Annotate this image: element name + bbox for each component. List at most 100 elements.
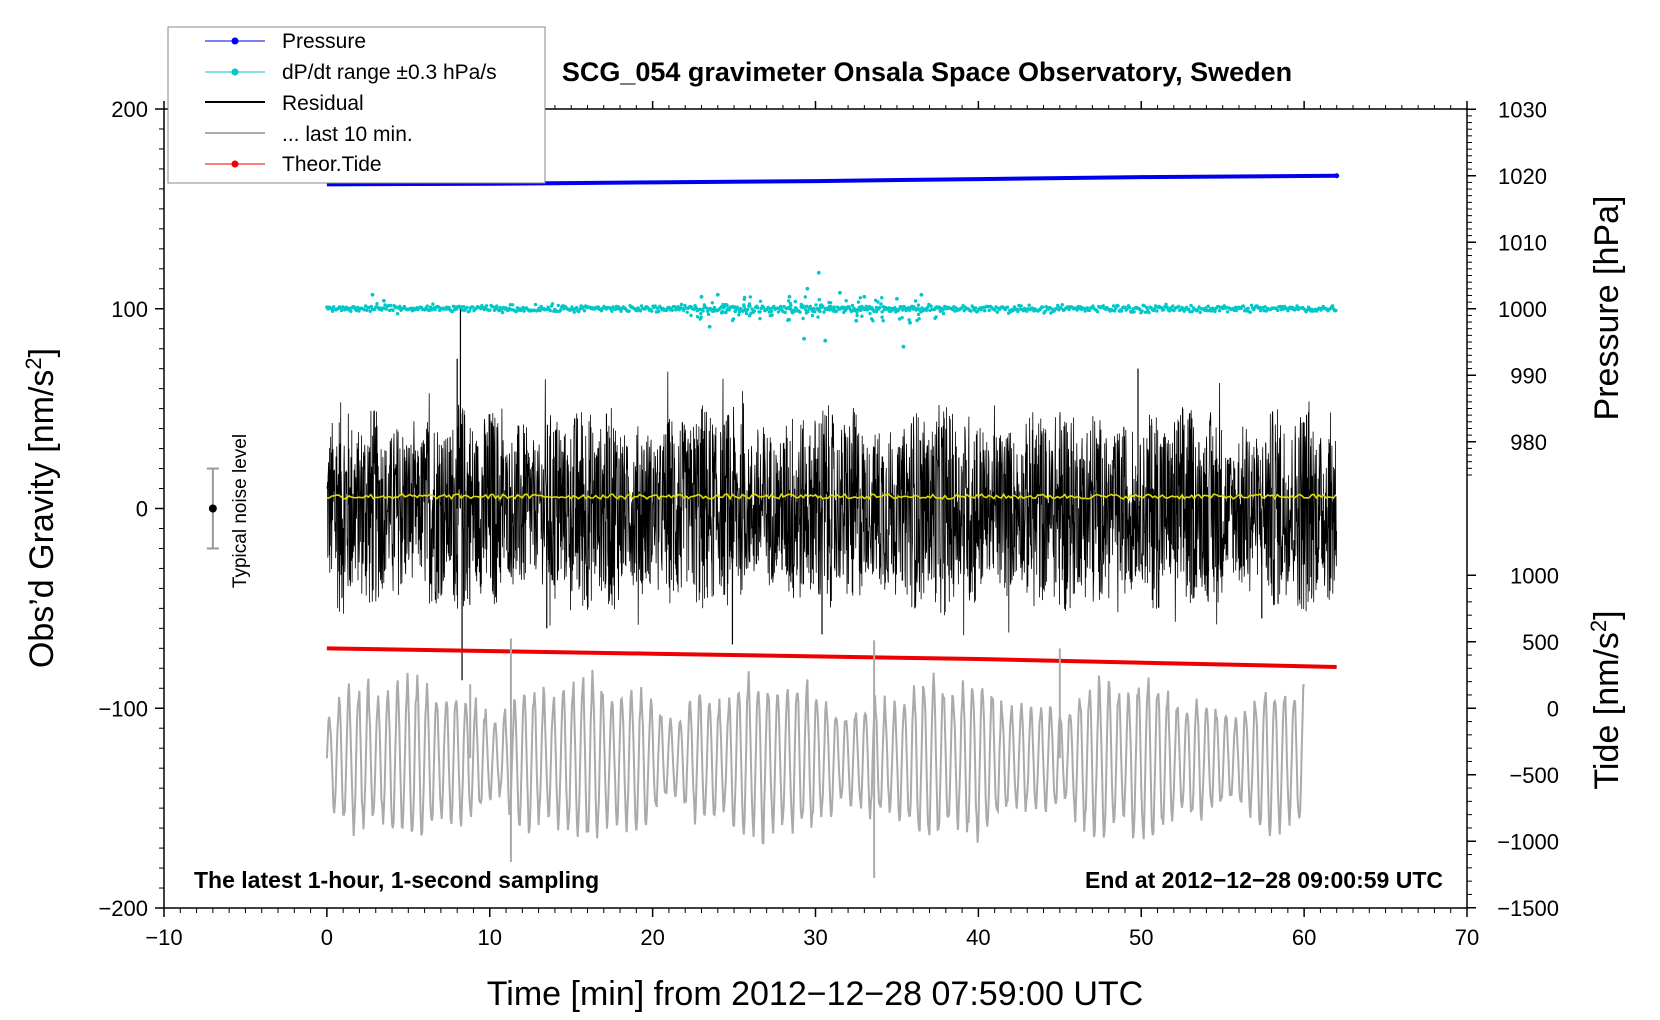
dpdt-outlier (707, 324, 712, 329)
dpdt-point (1204, 306, 1208, 310)
dpdt-point (1005, 305, 1010, 309)
residual-smoothed-line (326, 492, 1337, 501)
dpdt-point (702, 303, 707, 307)
tide-tick-label: 500 (1522, 630, 1559, 655)
dpdt-point (1295, 304, 1299, 308)
dpdt-point (670, 308, 674, 312)
dpdt-point (430, 308, 434, 312)
dpdt-point (488, 308, 492, 312)
dpdt-point (1263, 305, 1267, 309)
dpdt-point (962, 308, 966, 313)
dpdt-point (1144, 305, 1149, 310)
x-tick-label: 0 (321, 925, 333, 950)
dpdt-point (1056, 303, 1060, 308)
tide-tick-label: −1500 (1497, 896, 1559, 921)
dpdt-point (1330, 304, 1335, 308)
dpdt-point (900, 316, 904, 320)
x-tick-label: 50 (1129, 925, 1153, 950)
ticks-layer: −10 0 10 20 30 40 50 60 70−200−10001002009809901… (98, 97, 1559, 950)
dpdt-point (1225, 310, 1230, 314)
dpdt-point (689, 313, 693, 318)
x-tick-label: 70 (1455, 925, 1479, 950)
tide-axis-label-close: ] (1588, 610, 1626, 619)
dpdt-point (1140, 309, 1144, 313)
dpdt-point (805, 304, 809, 308)
dpdt-point (1114, 306, 1118, 310)
dpdt-point (819, 303, 824, 307)
dpdt-point (1113, 309, 1117, 313)
dpdt-point (855, 313, 859, 318)
x-axis-label: Time [min] from 2012−12−28 07:59:00 UTC (487, 975, 1143, 1013)
dpdt-outlier (816, 270, 821, 275)
legend-label-tide: Theor.Tide (282, 153, 382, 176)
dpdt-point (471, 305, 475, 309)
dpdt-point (511, 303, 515, 307)
pressure-axis-label: Pressure [hPa] (1588, 196, 1626, 421)
dpdt-point (803, 295, 807, 299)
dpdt-point (713, 309, 717, 313)
dpdt-point (1164, 302, 1168, 306)
dpdt-point (850, 303, 855, 308)
dpdt-point (349, 309, 353, 313)
dpdt-point (627, 309, 631, 313)
dpdt-point (776, 310, 781, 314)
dpdt-point (1041, 305, 1045, 309)
dpdt-outlier (787, 294, 792, 299)
y-tick-label: −200 (98, 896, 148, 921)
legend-label-residual: Residual (282, 92, 364, 115)
dpdt-point (368, 309, 372, 313)
dpdt-point (332, 305, 336, 309)
dpdt-point (788, 302, 793, 306)
dpdt-outlier (802, 336, 806, 341)
dpdt-point (384, 307, 388, 311)
legend-sample-dot (231, 37, 239, 45)
dpdt-point (1246, 306, 1250, 310)
legend-sample-dot (231, 160, 239, 168)
dpdt-point (730, 318, 735, 323)
dpdt-point (987, 308, 991, 313)
dpdt-point (431, 302, 435, 306)
dpdt-point (450, 309, 454, 314)
x-tick-label: 40 (966, 925, 990, 950)
dpdt-point (1147, 310, 1151, 315)
dpdt-point (1095, 310, 1100, 314)
dpdt-point (1189, 303, 1193, 308)
dpdt-point (801, 316, 805, 321)
dpdt-point (881, 319, 885, 323)
dpdt-point (817, 297, 821, 302)
dpdt-point (1241, 304, 1246, 308)
dpdt-point (772, 304, 776, 309)
dpdt-point (710, 301, 715, 305)
x-tick-label: −10 (145, 925, 182, 950)
dpdt-point (1019, 304, 1023, 308)
tide-axis-label-sup: 2 (1586, 620, 1611, 632)
dpdt-point (799, 302, 803, 307)
dpdt-point (572, 310, 576, 314)
dpdt-point (574, 305, 579, 310)
legend: Pressure dP/dt range ±0.3 hPa/s Residual… (167, 26, 546, 184)
dpdt-point (389, 303, 393, 308)
dpdt-point (733, 305, 737, 309)
dpdt-point (787, 318, 791, 322)
dpdt-point (897, 317, 902, 321)
dpdt-outlier (854, 318, 859, 323)
dpdt-point (467, 309, 472, 313)
annotation-sampling: The latest 1-hour, 1-second sampling (194, 867, 599, 893)
dpdt-point (804, 308, 808, 312)
noise-indicator-dot (208, 504, 217, 513)
dpdt-point (758, 316, 762, 321)
pressure-line (326, 173, 1337, 187)
dpdt-point (868, 311, 872, 316)
x-tick-label: 20 (640, 925, 664, 950)
dpdt-point (744, 311, 749, 316)
dpdt-point (747, 314, 752, 318)
tide-axis-label-text: Tide [nm/s (1588, 632, 1626, 789)
dpdt-point (894, 310, 898, 314)
dpdt-point (907, 318, 911, 322)
dpdt-point (720, 310, 725, 315)
legend-box (167, 26, 546, 184)
dpdt-point (829, 301, 833, 305)
dpdt-point (790, 311, 795, 315)
dpdt-point (1067, 307, 1071, 312)
